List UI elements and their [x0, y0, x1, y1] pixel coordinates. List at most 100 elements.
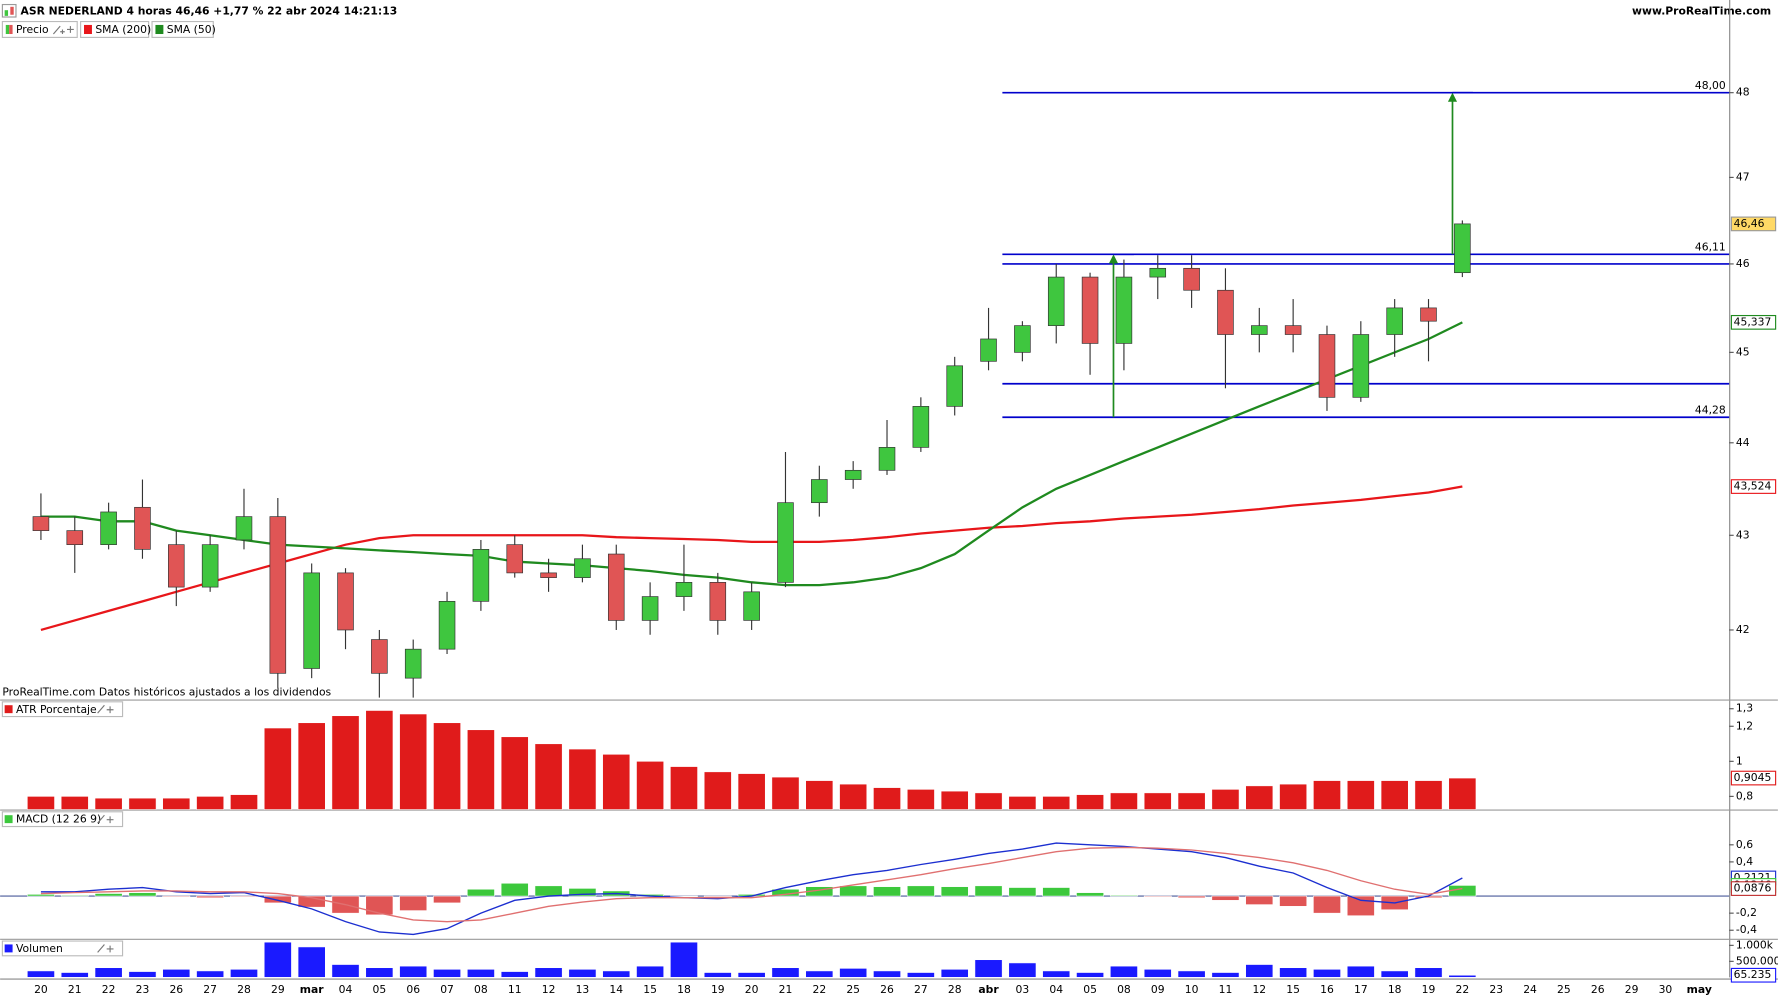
measure-arrowhead [1108, 254, 1119, 264]
legend-item[interactable] [1, 20, 78, 38]
candle-body [811, 479, 828, 504]
panel-title-swatch [4, 705, 13, 714]
candle-body [980, 338, 997, 362]
value-tag-label: 43,524 [1734, 480, 1772, 493]
bar [196, 970, 225, 978]
candle-body [743, 591, 760, 621]
candle-body [371, 639, 388, 674]
candle-body [777, 502, 794, 583]
legend-tools[interactable] [52, 25, 74, 35]
x-tick-label: 20 [745, 983, 759, 996]
legend-swatch [5, 24, 10, 35]
bar [1143, 969, 1172, 978]
bar [534, 743, 563, 810]
x-tick-label: 04 [1049, 983, 1063, 996]
panel-title-swatch [4, 815, 13, 824]
candle-body [878, 447, 896, 471]
bar [365, 967, 394, 978]
candle-body [1352, 334, 1370, 398]
panel-title-box[interactable] [1, 701, 124, 718]
bar [568, 969, 597, 978]
x-tick-label: 20 [34, 983, 48, 996]
bar [602, 970, 631, 978]
panel-tools[interactable] [97, 704, 114, 714]
x-tick-label: 04 [339, 983, 353, 996]
bar [670, 766, 698, 810]
value-tag [1730, 216, 1777, 232]
x-tick-label: 19 [711, 983, 725, 996]
x-tick-label: 25 [846, 983, 860, 996]
bar [1448, 777, 1477, 810]
histogram-bar [500, 882, 529, 897]
bar [805, 780, 834, 810]
site-link[interactable]: www.ProRealTime.com [1632, 4, 1771, 17]
bar [1346, 780, 1375, 810]
bar [1110, 792, 1138, 810]
legend-item[interactable] [80, 20, 150, 38]
bar [906, 972, 935, 978]
x-tick-label: 27 [914, 983, 928, 996]
y-tick-label: 1 [1736, 754, 1743, 767]
candle-body [438, 600, 456, 650]
candle-body [641, 596, 659, 621]
candle-body [1217, 289, 1234, 335]
y-tick-label: 42 [1736, 623, 1750, 636]
histogram-bar [433, 895, 461, 904]
y-tick-label: 46 [1736, 257, 1750, 270]
bar [1042, 970, 1071, 978]
bar [297, 722, 326, 810]
value-tag [1730, 967, 1777, 983]
bar [568, 748, 597, 810]
legend-swatch [9, 24, 13, 35]
bar [873, 970, 901, 978]
x-tick-label: 10 [1185, 983, 1199, 996]
level-label: 46,11 [1695, 241, 1726, 254]
panel-title-box[interactable] [1, 940, 124, 957]
x-tick-label: 22 [1456, 983, 1470, 996]
bar [771, 776, 800, 810]
candle-body [540, 572, 557, 578]
x-tick-label: 17 [1354, 983, 1368, 996]
bar [839, 968, 868, 978]
panel-title-box[interactable] [1, 811, 124, 828]
value-tag-label: 65.235 [1734, 968, 1772, 981]
legend: Precio SMA (200) SMA (50) [1, 20, 216, 38]
value-tag-label: 0,0876 [1734, 882, 1772, 895]
x-tick-label: 29 [1625, 983, 1639, 996]
x-tick-label: 29 [271, 983, 285, 996]
histogram-bar [60, 894, 89, 897]
y-tick-label: 47 [1736, 170, 1750, 183]
panel-title: Volumen [16, 942, 63, 955]
value-tag [1730, 881, 1777, 896]
y-tick-label: 44 [1736, 436, 1750, 449]
macd-line [40, 846, 1463, 923]
macd-line [40, 842, 1463, 936]
panel-tools[interactable] [97, 814, 114, 824]
value-tag-label: 0,9045 [1734, 771, 1772, 784]
y-tick-label: 1,2 [1736, 719, 1753, 732]
bar [602, 754, 631, 810]
bar [906, 789, 935, 810]
x-tick-label: 25 [1557, 983, 1571, 996]
bar [1313, 780, 1341, 810]
bar [263, 727, 292, 810]
bar [162, 969, 191, 978]
bar [263, 941, 292, 978]
instrument-icon [4, 10, 9, 16]
legend-item[interactable] [151, 20, 214, 38]
bar [128, 971, 157, 978]
y-tick-label: 0,4 [1736, 855, 1753, 868]
x-tick-label: 26 [1591, 983, 1605, 996]
x-tick-label: 15 [643, 983, 657, 996]
y-tick-label: 45 [1736, 345, 1750, 358]
bar [94, 967, 123, 978]
panel-tools[interactable] [97, 944, 114, 953]
bar [1380, 780, 1409, 810]
bar [1076, 972, 1104, 978]
bar [230, 794, 258, 810]
x-tick-label: 28 [948, 983, 962, 996]
chart-title: ASR NEDERLAND 4 horas 46,46 +1,77 % 22 a… [21, 4, 398, 17]
x-tick-label: 06 [406, 983, 420, 996]
histogram-bar [568, 888, 597, 897]
